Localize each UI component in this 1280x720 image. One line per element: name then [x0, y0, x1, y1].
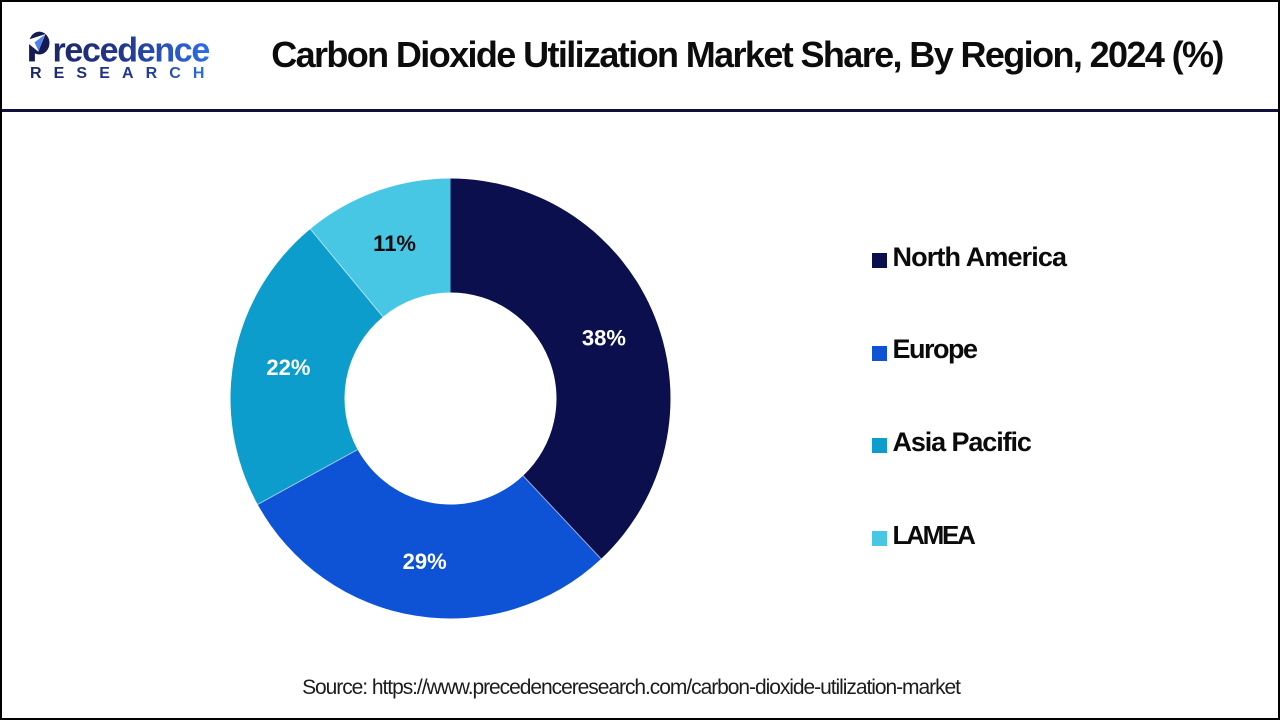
svg-text:recedence: recedence — [53, 31, 210, 69]
svg-text:RESEARCH: RESEARCH — [30, 65, 217, 82]
svg-text:29%: 29% — [403, 549, 447, 574]
svg-text:38%: 38% — [582, 325, 626, 350]
svg-text:11%: 11% — [373, 231, 416, 256]
svg-text:22%: 22% — [266, 355, 310, 380]
